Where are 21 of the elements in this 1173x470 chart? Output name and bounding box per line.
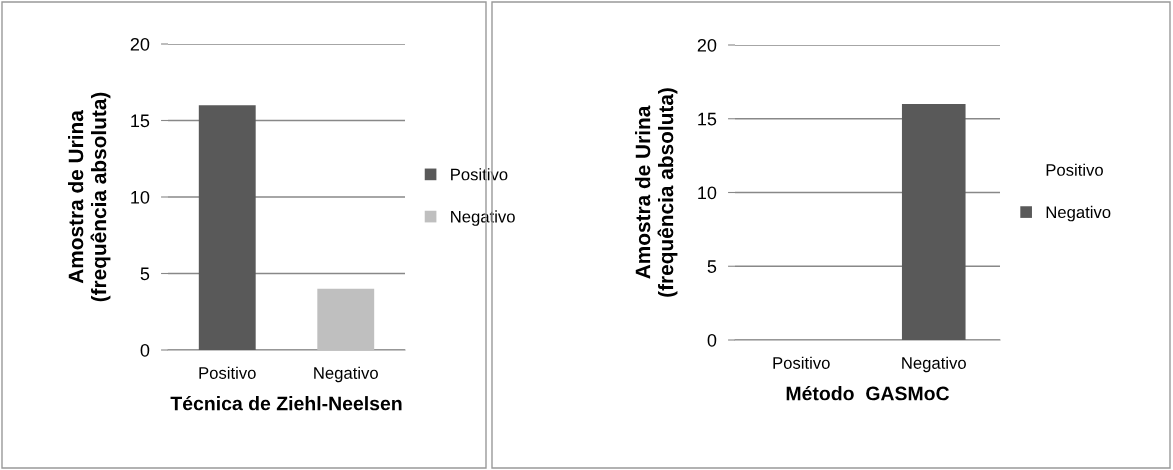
y-tick-label: 10 xyxy=(698,186,717,200)
y-axis-title: Amostra de Urina (frequência absoluta) xyxy=(68,92,111,302)
legend-label: Positivo xyxy=(451,168,508,181)
y-tick-label: 20 xyxy=(697,38,717,52)
y-tick-label: 5 xyxy=(707,260,717,273)
y-tick-label: 20 xyxy=(130,37,150,51)
x-tick-label: Negativo xyxy=(902,356,966,373)
y-tick-label: 15 xyxy=(698,112,717,126)
y-tick-label: 0 xyxy=(140,343,150,357)
y-tick-label: 5 xyxy=(140,267,150,281)
legend-label: Negativo xyxy=(1046,205,1111,222)
y-tick-label: 0 xyxy=(707,333,717,347)
legend-label: Negativo xyxy=(451,210,515,226)
x-axis-title: Método GASMoC xyxy=(786,385,950,401)
y-axis-title: Amostra de Urina (frequência absoluta) xyxy=(635,88,678,297)
y-tick-label: 10 xyxy=(131,190,150,204)
x-tick-label: Positivo xyxy=(199,366,256,379)
x-axis-title: Técnica de Ziehl-Neelsen xyxy=(170,395,402,411)
y-tick-label: 15 xyxy=(131,114,150,128)
x-tick-label: Negativo xyxy=(314,366,378,383)
text: Positivo xyxy=(1046,163,1103,176)
